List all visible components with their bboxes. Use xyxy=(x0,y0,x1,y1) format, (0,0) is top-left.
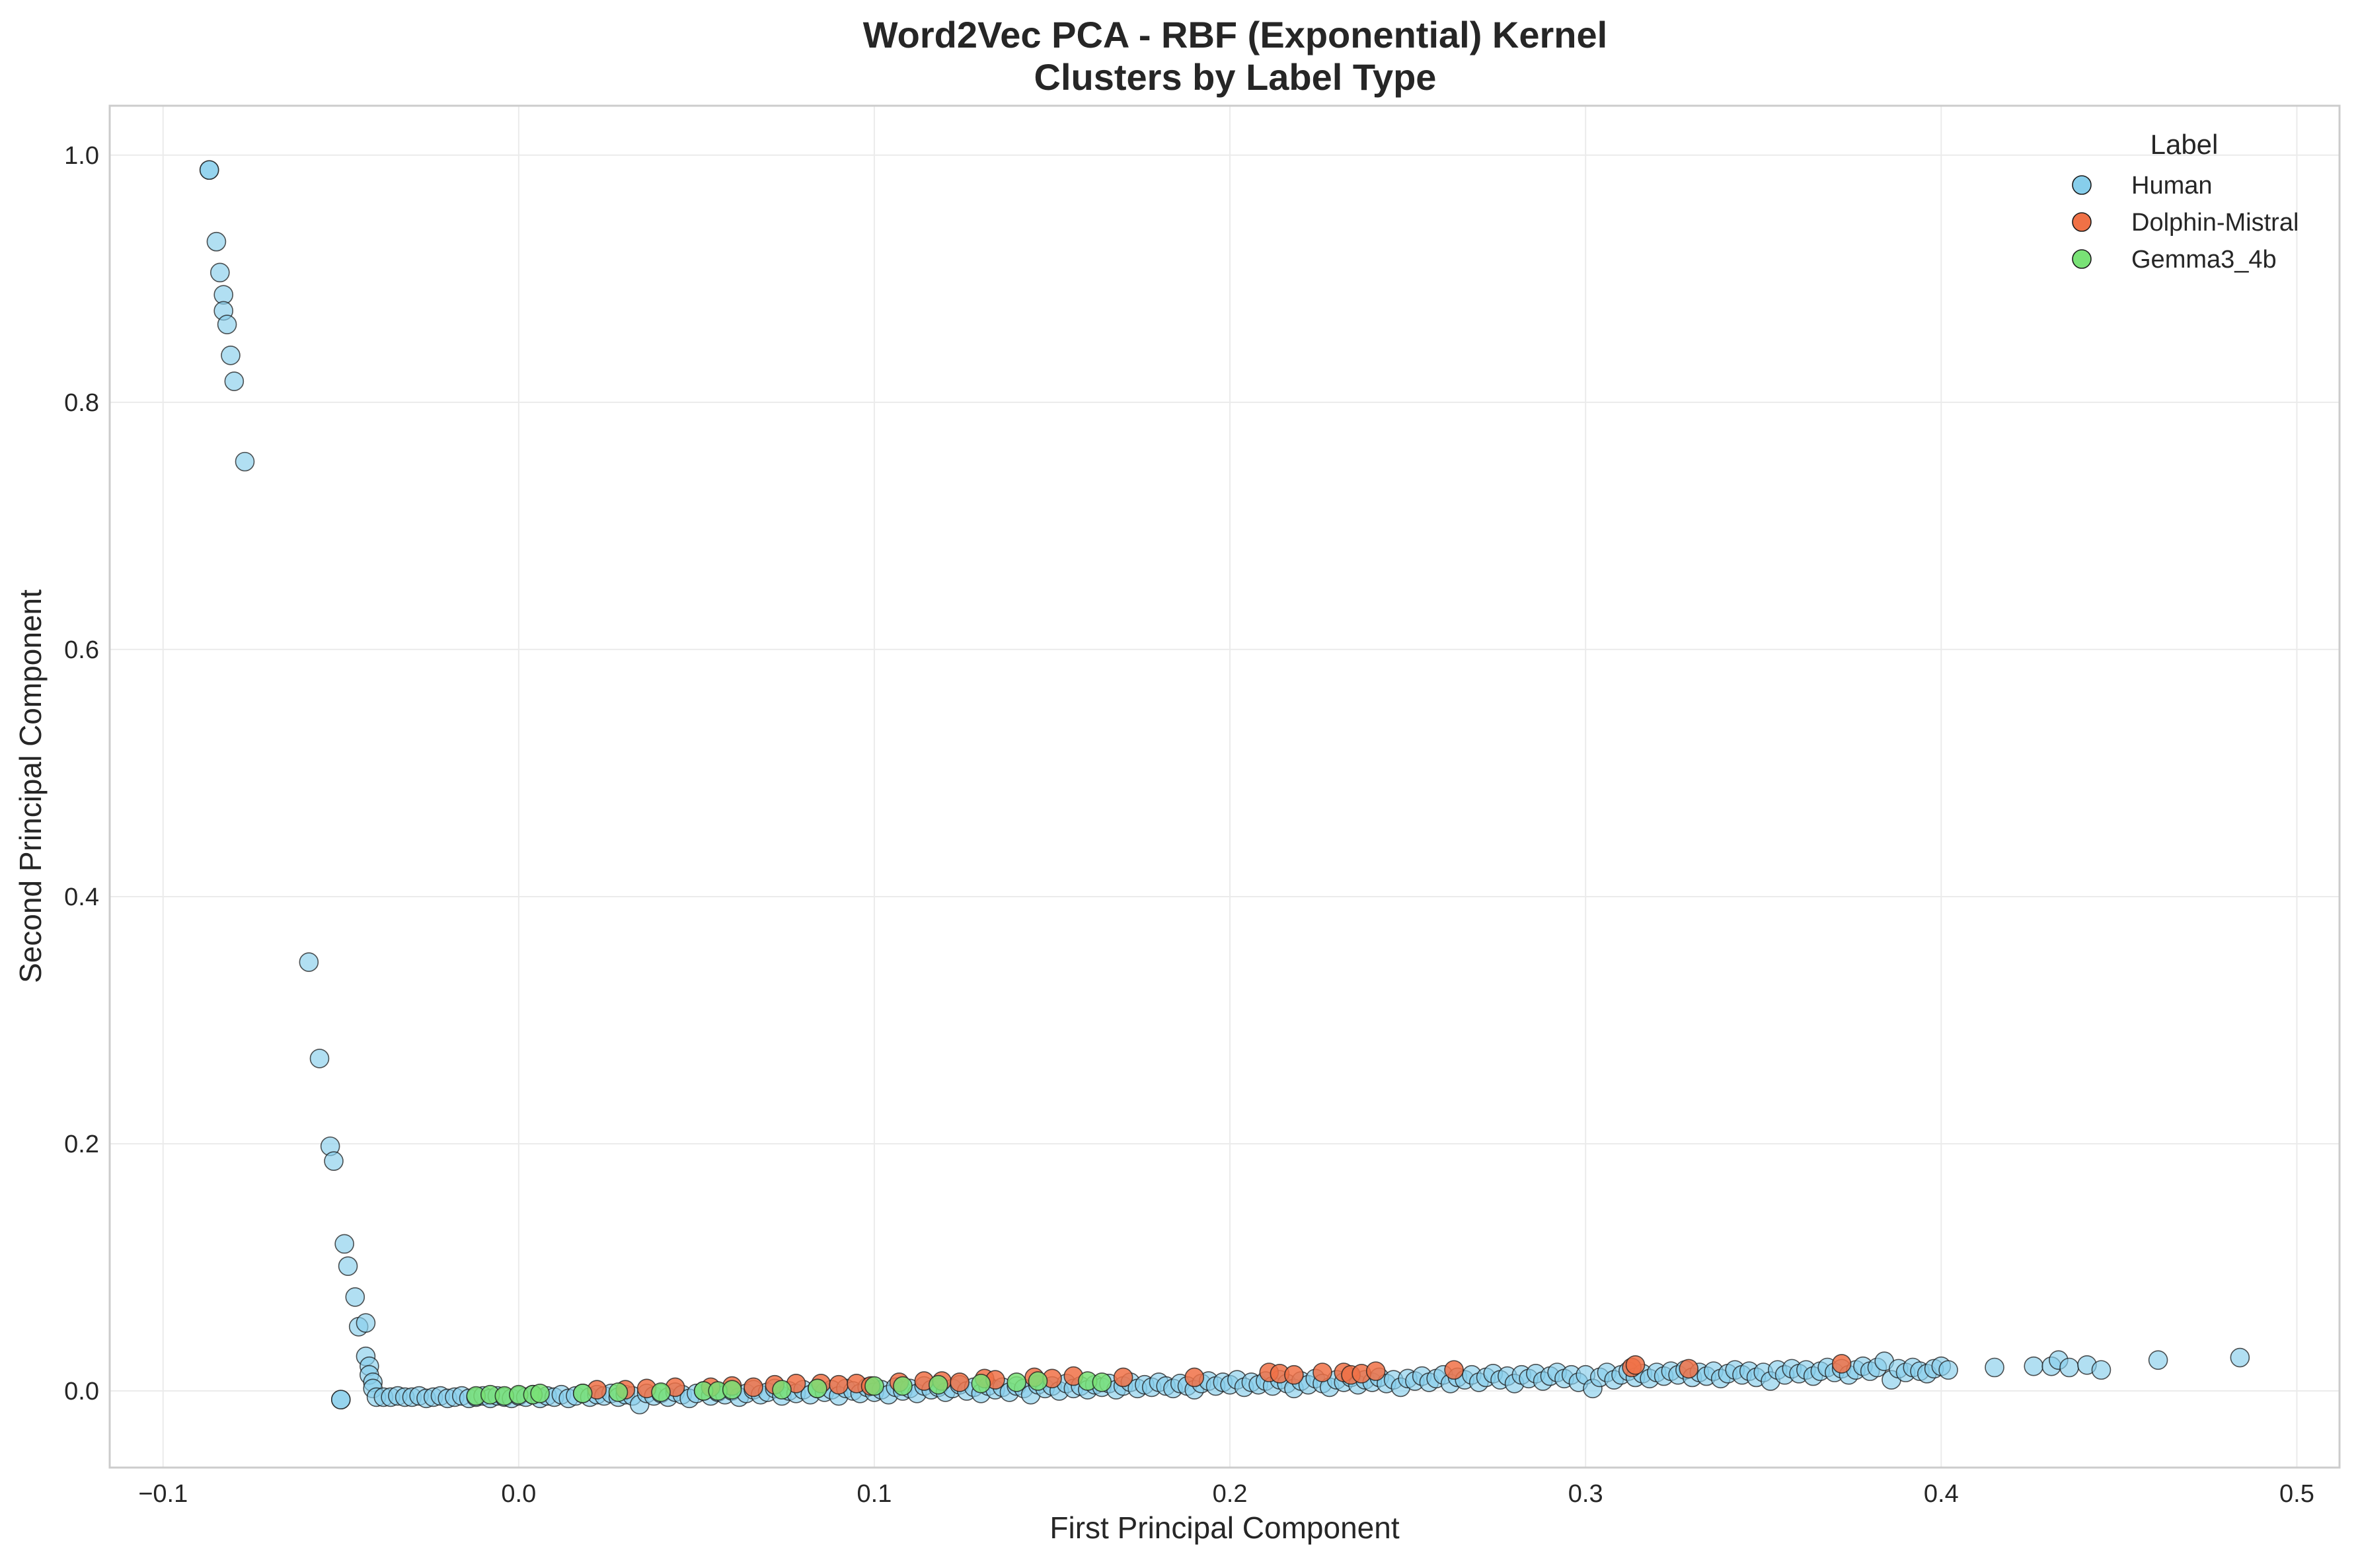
data-point xyxy=(1831,1354,1852,1374)
y-tick-label: 0.0 xyxy=(64,1378,99,1405)
chart-title: Word2Vec PCA - RBF (Exponential) Kernel xyxy=(863,14,1607,56)
legend-marker xyxy=(2072,249,2092,269)
data-point xyxy=(950,1372,970,1392)
data-point xyxy=(1184,1367,1205,1388)
data-point xyxy=(210,262,230,283)
data-point xyxy=(1444,1360,1464,1380)
data-point xyxy=(235,451,255,472)
data-point xyxy=(772,1380,792,1400)
y-tick-label: 0.2 xyxy=(64,1131,99,1158)
data-point xyxy=(1365,1361,1386,1381)
data-point xyxy=(722,1380,742,1400)
data-point xyxy=(829,1374,849,1395)
data-point xyxy=(1625,1355,1646,1375)
legend-item: Human xyxy=(2072,172,2213,200)
legend-label: Dolphin-Mistral xyxy=(2131,209,2299,237)
data-point xyxy=(1985,1357,2004,1378)
legend-title: Label xyxy=(2151,129,2219,160)
x-tick-label: 0.1 xyxy=(857,1480,892,1508)
data-point xyxy=(1313,1363,1332,1382)
data-point xyxy=(334,1234,354,1254)
data-point xyxy=(206,231,227,252)
data-point xyxy=(1679,1359,1699,1379)
y-tick-label: 0.4 xyxy=(64,883,99,911)
data-point xyxy=(224,371,245,391)
data-point xyxy=(299,952,319,972)
data-point xyxy=(929,1374,948,1395)
data-point xyxy=(2230,1347,2250,1368)
y-axis-label: Second Principal Component xyxy=(13,589,48,983)
series-gemma3-4b xyxy=(466,1371,1112,1406)
y-tick-label: 0.8 xyxy=(64,389,99,417)
data-point xyxy=(1028,1371,1048,1391)
data-point xyxy=(1092,1372,1112,1392)
data-point xyxy=(572,1383,593,1403)
data-point xyxy=(1284,1364,1304,1385)
data-point xyxy=(971,1374,991,1394)
y-tick-label: 1.0 xyxy=(64,142,99,170)
data-point xyxy=(1007,1372,1027,1392)
x-tick-label: 0.2 xyxy=(1213,1480,1248,1508)
series-dolphin-mistral xyxy=(587,1354,1852,1400)
legend-items: Human Dolphin-Mistral Gemma3_4b xyxy=(2072,172,2299,274)
plot-frame xyxy=(108,104,2341,1469)
y-tick-label: 0.6 xyxy=(64,636,99,664)
data-point xyxy=(893,1376,913,1396)
data-point xyxy=(864,1376,884,1396)
data-point xyxy=(324,1151,344,1171)
data-point xyxy=(330,1390,351,1409)
legend-marker xyxy=(2072,212,2092,232)
data-point xyxy=(356,1313,376,1333)
x-tick-label: 0.3 xyxy=(1568,1480,1603,1508)
data-point xyxy=(2148,1350,2168,1370)
data-point xyxy=(1113,1367,1133,1388)
data-point xyxy=(2059,1357,2079,1378)
data-point xyxy=(743,1377,763,1398)
chart-subtitle: Clusters by Label Type xyxy=(1034,56,1437,98)
legend-marker xyxy=(2072,175,2092,195)
data-point xyxy=(608,1382,628,1402)
data-point xyxy=(530,1383,550,1403)
data-point xyxy=(2024,1356,2044,1376)
legend-label: Gemma3_4b xyxy=(2131,246,2277,274)
legend-item: Gemma3_4b xyxy=(2072,246,2277,274)
legend-label: Human xyxy=(2131,172,2213,200)
data-point xyxy=(808,1378,827,1399)
data-point xyxy=(309,1049,330,1068)
data-point xyxy=(1938,1360,1958,1380)
data-point xyxy=(651,1382,671,1402)
x-tick-label: 0.0 xyxy=(501,1480,536,1508)
legend: Label Human Dolphin-Mistral Gemma3_4b xyxy=(2072,129,2299,274)
x-tick-label: −0.1 xyxy=(138,1480,188,1508)
data-point xyxy=(221,345,241,365)
x-tick-label: 0.4 xyxy=(1924,1480,1959,1508)
data-point xyxy=(345,1287,365,1307)
data-points xyxy=(199,160,2250,1415)
x-axis-label: First Principal Component xyxy=(1049,1511,1399,1545)
data-point xyxy=(217,315,237,334)
x-tick-label: 0.5 xyxy=(2279,1480,2314,1508)
data-point xyxy=(199,160,219,180)
data-point xyxy=(338,1256,358,1276)
tick-labels: −0.1 0.0 0.1 0.2 0.3 0.4 0.5 0.0 0.2 0.4 0.6 0.8 1.0 xyxy=(64,142,2314,1508)
data-point xyxy=(2091,1360,2112,1380)
legend-item: Dolphin-Mistral xyxy=(2072,209,2299,237)
